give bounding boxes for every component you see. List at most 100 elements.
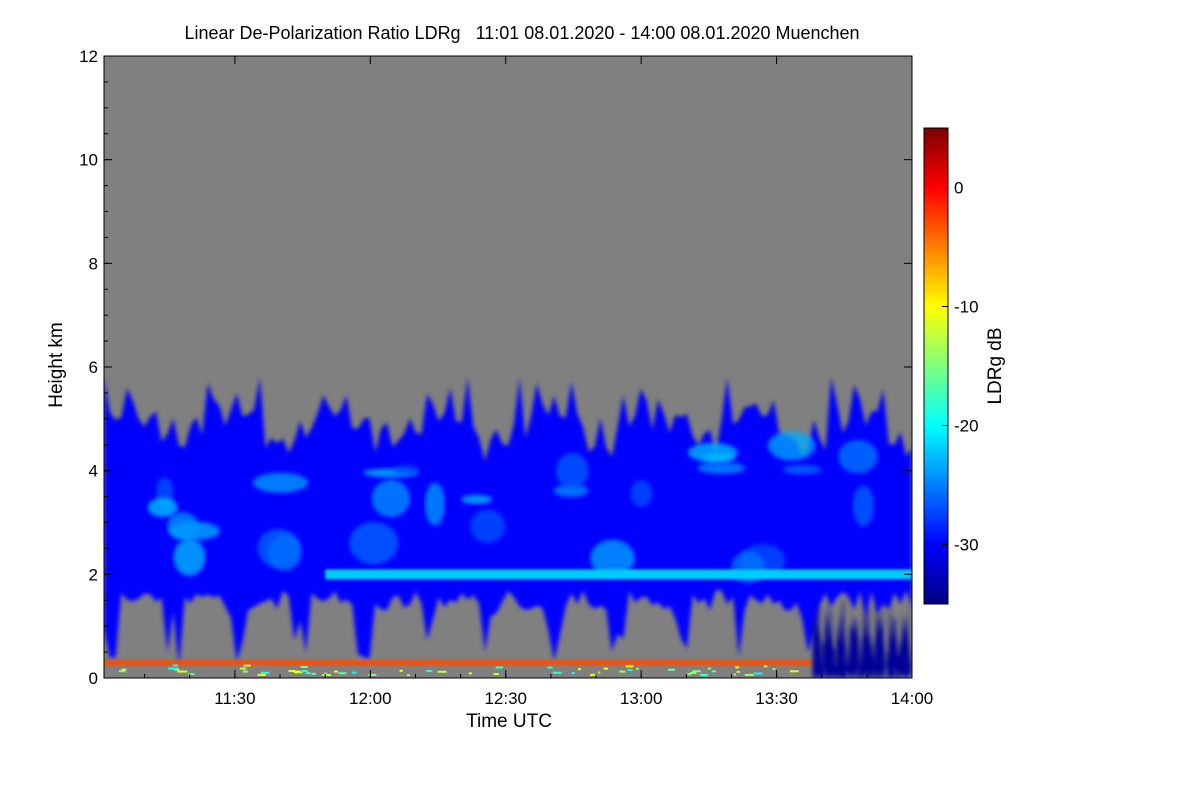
clutter-speck [338,672,347,675]
y-axis-label: Height km [46,322,67,408]
clutter-speck [239,667,245,670]
clutter-speck [687,673,692,676]
y-tick-label: 6 [89,358,98,377]
x-tick-label: 12:00 [349,689,392,708]
y-tick-label: 2 [89,565,98,584]
cloud-texture [553,484,589,498]
cloud-texture [252,472,308,493]
clutter-speck [627,668,633,671]
clutter-speck [294,670,301,673]
clutter-speck [322,674,331,677]
clutter-speck [699,674,709,677]
cloud-texture [371,479,411,518]
clutter-speck [352,671,357,674]
clutter-speck [744,673,754,676]
clutter-speck [547,666,553,669]
x-tick-label: 11:30 [214,689,255,708]
clutter-speck [311,672,316,675]
clutter-speck [667,668,676,671]
clutter-speck [690,672,697,675]
clutter-speck [305,672,311,675]
clutter-speck [118,670,126,673]
clutter-speck [243,664,251,667]
cloud-texture [838,439,878,474]
clutter-speck [636,667,639,670]
clutter-speck [437,670,447,673]
cloud-texture [767,430,816,461]
heat-layers [104,377,912,678]
clutter-speck [174,668,180,671]
colorbar-ticks: 0 -10 -20 -30 [942,179,979,555]
clutter-speck [711,670,717,673]
clutter-speck [598,671,601,674]
cloud-texture [555,452,589,489]
layer-ice-cloud-body [104,377,912,668]
cloud-texture [349,521,399,565]
cloud-texture [461,494,493,505]
clutter-speck [619,670,626,673]
clutter-speck [260,671,270,674]
clutter-speck [324,672,327,675]
clutter-speck [552,671,562,674]
layer-low-level-return [812,589,912,678]
clutter-speck [406,674,410,677]
clutter-speck [736,670,740,673]
cloud-region [812,589,912,678]
y-axis: 0 2 4 6 8 10 12 [79,47,912,688]
clutter-speck [300,665,308,668]
clutter-speck [735,666,740,669]
clutter-speck [495,666,504,669]
band [325,569,912,580]
clutter-speck [257,673,266,676]
clutter-speck [242,670,248,673]
layer-surface-clutter [104,659,813,677]
clutter-speck [288,669,296,672]
clutter-speck [172,664,178,667]
cloud-texture [590,539,635,577]
clutter-speck [763,665,768,668]
colorbar: 0 -10 -20 -30 LDRg dB [923,127,1006,605]
clutter-speck [571,672,575,675]
x-tick-label: 14:00 [891,689,934,708]
y-tick-label: 0 [89,669,98,688]
clutter-speck [468,672,473,675]
cloud-texture [393,464,420,476]
x-tick-label: 13:30 [755,689,798,708]
cloud-texture [147,497,178,518]
cloud-texture [173,538,206,576]
clutter-speck [177,670,188,673]
cloud-texture [167,512,199,540]
clutter-speck [121,668,127,671]
clutter-speck [577,668,582,671]
colorbar-label: LDRg dB [985,327,1006,404]
colorbar-tick-label: -30 [954,536,979,555]
band [104,659,813,665]
clutter-speck [603,667,609,670]
x-axis-label: Time UTC [466,711,552,732]
clutter-speck [188,673,195,676]
colorbar-tick-label: -10 [954,298,979,317]
clutter-speck [333,670,338,673]
x-tick-label: 12:30 [484,689,527,708]
y-tick-label: 12 [79,47,98,66]
clutter-speck [301,669,308,672]
cloud-texture [697,461,746,474]
clutter-speck [708,667,711,670]
clutter-speck [493,673,499,676]
clutter-speck [789,670,799,673]
clutter-speck [399,669,403,672]
clutter-speck [753,672,763,675]
clutter-speck [368,673,377,676]
chart-title: Linear De-Polarization Ratio LDRg 11:01 … [184,23,859,43]
layer-depolarizing-layer [325,569,912,580]
y-tick-label: 8 [89,254,98,273]
cloud-texture [424,482,446,526]
colorbar-tick-label: 0 [954,179,963,198]
clutter-speck [733,673,736,676]
cloud-texture [782,464,822,475]
x-axis: 11:30 12:00 12:30 13:00 13:30 14:00 [144,56,934,708]
clutter-speck [772,668,776,671]
cloud-texture [470,509,506,543]
